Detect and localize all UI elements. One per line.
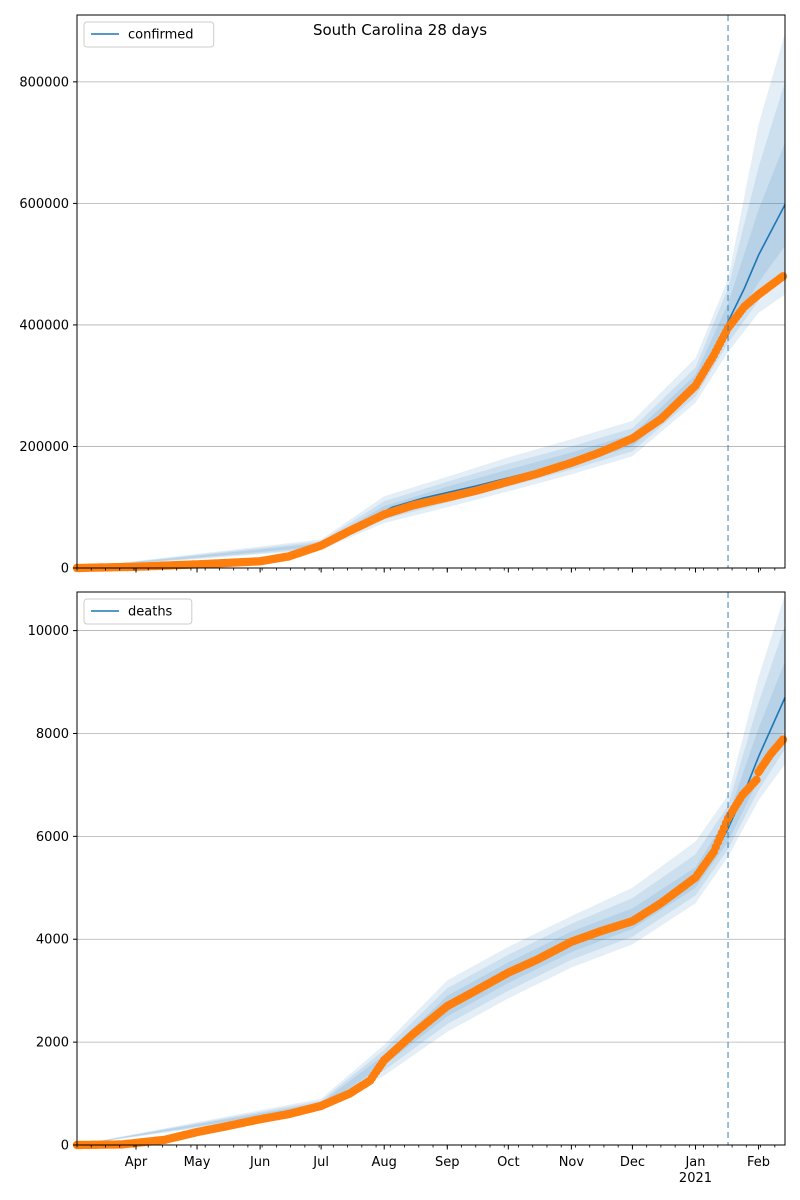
y-tick-label: 600000 <box>19 197 69 212</box>
y-tick-label: 2000 <box>36 1036 69 1051</box>
data-point <box>752 775 761 784</box>
x-tick-label: Jan <box>684 1155 705 1170</box>
x-year-label: 2021 <box>679 1171 712 1186</box>
x-tick-label: May <box>184 1155 211 1170</box>
y-tick-label: 0 <box>61 562 69 577</box>
series-line <box>76 697 786 1146</box>
plot-frame <box>76 14 786 569</box>
y-tick-label: 800000 <box>19 75 69 90</box>
legend: confirmed <box>83 21 215 48</box>
uncertainty-band <box>77 33 785 568</box>
panel-confirmed: 0 200000 400000 600000 800000 confirmed <box>19 14 788 577</box>
x-tick-label: Nov <box>559 1155 585 1170</box>
y-tick-label: 8000 <box>36 727 69 742</box>
y-tick-label: 10000 <box>28 624 69 639</box>
uncertainty-band <box>77 661 785 1145</box>
x-tick-label: Jun <box>249 1155 270 1170</box>
chart-title: South Carolina 28 days <box>312 21 488 39</box>
x-tick-label: Oct <box>497 1155 519 1170</box>
uncertainty-band <box>77 594 785 1145</box>
y-tick-label: 6000 <box>36 830 69 845</box>
y-tick-label: 200000 <box>19 440 69 455</box>
y-tick-label: 400000 <box>19 318 69 333</box>
x-tick-label: Jul <box>312 1155 329 1170</box>
x-tick-label: Apr <box>125 1155 148 1170</box>
legend-label: confirmed <box>128 28 194 43</box>
plot-frame <box>76 591 786 1146</box>
data-point <box>778 735 788 744</box>
x-tick-label: Dec <box>620 1155 645 1170</box>
legend-label: deaths <box>128 605 173 620</box>
x-tick-label: Aug <box>372 1155 397 1170</box>
legend-box <box>83 21 215 48</box>
y-tick-label: 0 <box>61 1139 69 1154</box>
panel-deaths: 0 2000 4000 6000 8000 10000 Apr May Jun Jul Aug Sep… <box>28 591 788 1186</box>
legend-box <box>83 598 193 625</box>
observed-series <box>72 735 788 1150</box>
y-tick-label: 4000 <box>36 933 69 948</box>
data-point <box>778 272 788 281</box>
x-tick-label: Sep <box>435 1155 460 1170</box>
legend: deaths <box>83 598 193 625</box>
observed-series <box>72 272 788 573</box>
x-tick-label: Feb <box>747 1155 770 1170</box>
